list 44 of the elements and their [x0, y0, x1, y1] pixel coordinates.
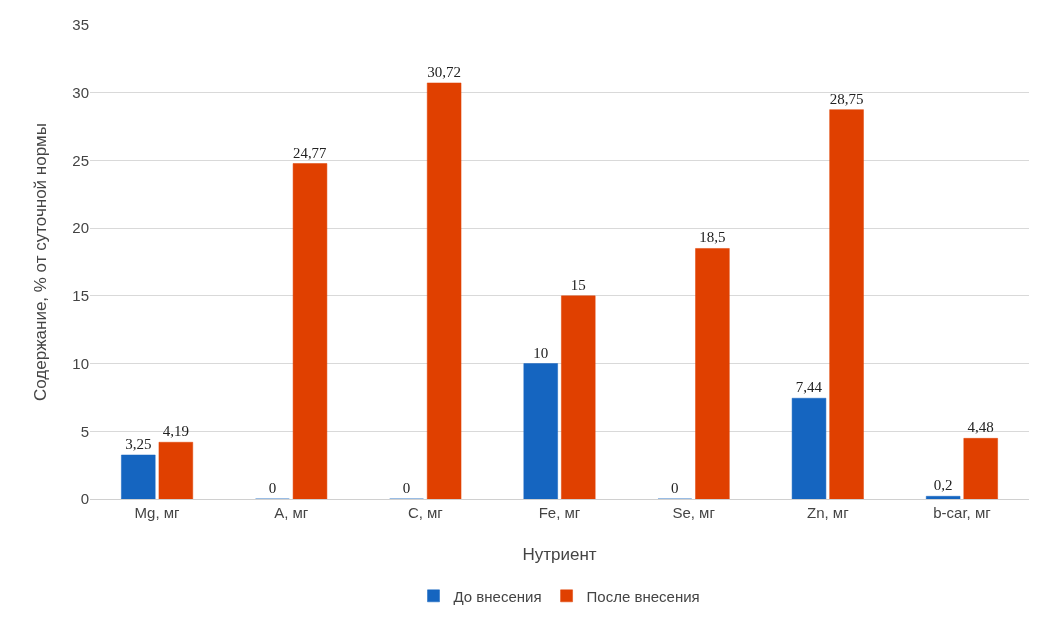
- y-tick-label: 30: [72, 83, 89, 101]
- data-label: 3,25: [125, 435, 152, 452]
- bar: [561, 295, 596, 499]
- x-tick-label: Se, мг: [672, 504, 716, 521]
- bar: [791, 397, 827, 499]
- bar: [926, 496, 961, 499]
- y-tick-label: 25: [72, 151, 89, 169]
- y-tick-label: 20: [72, 219, 89, 237]
- data-label: 18,5: [699, 229, 726, 246]
- x-tick-label: b-car, мг: [933, 504, 992, 521]
- data-label: 7,44: [795, 379, 823, 396]
- data-label: 4,48: [967, 419, 994, 436]
- bar: [963, 438, 998, 499]
- data-label: 0: [671, 480, 679, 496]
- y-tick-label: 5: [80, 422, 89, 440]
- bar: [695, 248, 730, 499]
- data-label: 15: [570, 276, 586, 293]
- y-tick-label: 15: [72, 287, 89, 305]
- x-tick-label: Mg, мг: [134, 504, 181, 521]
- data-label: 10: [533, 344, 549, 361]
- bar: [292, 163, 328, 499]
- y-tick-label: 0: [80, 490, 89, 508]
- y-axis-title: Содержание, % от суточной нормы: [31, 122, 50, 402]
- data-label: 30,72: [427, 63, 462, 80]
- data-label: 0: [402, 480, 411, 496]
- bar: [426, 82, 462, 499]
- legend-label: До внесения: [453, 587, 542, 605]
- data-label: 28,75: [829, 90, 864, 107]
- x-tick-label: Fe, мг: [538, 504, 581, 521]
- x-tick-label: C, мг: [407, 504, 444, 521]
- bar: [158, 442, 193, 499]
- bar: [829, 109, 864, 499]
- y-tick-label: 35: [72, 16, 89, 34]
- x-axis-title: Нутриент: [522, 545, 597, 564]
- x-tick-label: A, мг: [274, 504, 309, 521]
- data-label: 4,19: [162, 423, 189, 440]
- data-label: 0,2: [933, 477, 953, 494]
- data-label: 24,77: [293, 144, 327, 161]
- bar: [121, 454, 156, 499]
- x-tick-label: Zn, мг: [806, 504, 850, 521]
- data-label: 0: [268, 480, 277, 496]
- y-tick-label: 10: [72, 354, 89, 372]
- bar: [523, 363, 558, 499]
- legend-label: После внесения: [586, 587, 700, 605]
